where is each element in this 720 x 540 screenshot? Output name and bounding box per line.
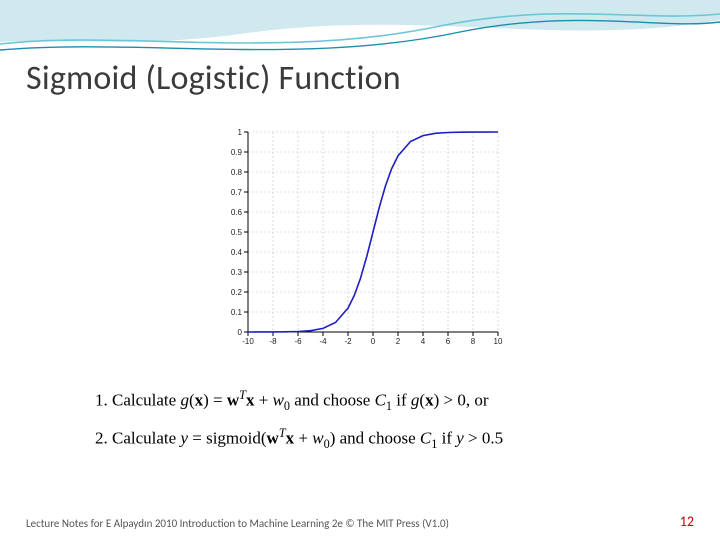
f2-w0w: w [312,429,323,448]
f2-y2: y [456,429,464,448]
slide: Sigmoid (Logistic) Function -10 -8 -6 -4 -2 0… [0,0,720,540]
sigmoid-chart-svg: -10 -8 -6 -4 -2 0 2 4 6 8 10 0 0.1 0.2 0.3 0.4 0.5 0.6 0.7… [210,122,510,352]
svg-text:-10: -10 [242,337,254,346]
formula-line-1: 1. Calculate g(x) = wTx + w0 and choose … [95,388,489,415]
svg-text:4: 4 [421,337,426,346]
f2-plus: + [294,429,312,448]
svg-text:0.8: 0.8 [231,168,243,177]
f2-y: y [180,429,188,448]
f2-T: T [279,426,286,440]
svg-text:0: 0 [238,328,243,337]
f1-T: T [239,388,246,402]
slide-title: Sigmoid (Logistic) Function [26,58,401,99]
svg-text:-8: -8 [269,337,277,346]
f1-g2: g [411,391,420,410]
f1-prefix: 1. Calculate [95,391,180,410]
f2-gt: > 0.5 [464,429,503,448]
footer-citation: Lecture Notes for E Alpaydın 2010 Introd… [26,517,449,530]
svg-text:0.9: 0.9 [231,148,243,157]
f2-if: if [437,429,456,448]
f1-g: g [180,391,189,410]
svg-text:0.2: 0.2 [231,288,243,297]
f2-mid: and choose [335,429,420,448]
svg-text:0.6: 0.6 [231,208,243,217]
svg-text:2: 2 [396,337,401,346]
svg-text:6: 6 [446,337,451,346]
f2-C: C [420,429,431,448]
f2-w: w [267,429,279,448]
sigmoid-chart: -10 -8 -6 -4 -2 0 2 4 6 8 10 0 0.1 0.2 0.3 0.4 0.5 0.6 0.7… [210,122,510,357]
svg-text:0.5: 0.5 [231,228,243,237]
f1-gt: > 0, or [439,391,488,410]
f1-eq: = [209,391,227,410]
f1-x3: x [425,391,434,410]
f1-x: x [195,391,204,410]
svg-text:-4: -4 [319,337,327,346]
svg-text:0.7: 0.7 [231,188,243,197]
f1-w: w [227,391,239,410]
f1-w0w: w [273,391,284,410]
f1-mid: and choose [290,391,375,410]
formula-line-2: 2. Calculate y = sigmoid(wTx + w0) and c… [95,426,503,453]
svg-text:1: 1 [238,128,243,137]
svg-text:-2: -2 [344,337,352,346]
f2-prefix: 2. Calculate [95,429,180,448]
f2-w00: 0 [324,437,330,451]
svg-text:-6: -6 [294,337,302,346]
svg-text:0.3: 0.3 [231,268,243,277]
svg-text:0: 0 [371,337,376,346]
f1-C: C [375,391,386,410]
f2-eq: = sigmoid [188,429,261,448]
svg-text:8: 8 [471,337,476,346]
f1-plus: + [254,391,272,410]
svg-text:10: 10 [494,337,503,346]
svg-text:0.1: 0.1 [231,308,243,317]
page-number: 12 [680,513,694,530]
f1-if: if [392,391,411,410]
svg-text:0.4: 0.4 [231,248,243,257]
f2-x: x [286,429,295,448]
